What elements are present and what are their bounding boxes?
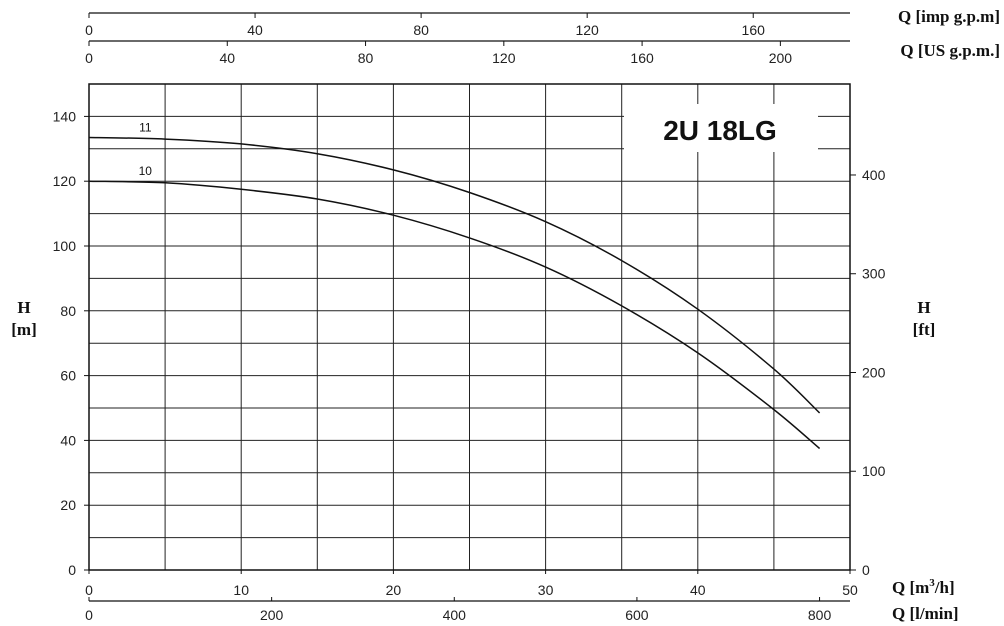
y-tick-label: 60 [60, 368, 76, 384]
chart-title-group: 2U 18LG [624, 104, 818, 152]
title-box [624, 104, 818, 152]
chart-title: 2U 18LG [663, 115, 777, 146]
y-tick-label: 100 [53, 238, 77, 254]
us-gpm-tick-label: 200 [769, 50, 793, 66]
y-tick-label: 40 [60, 432, 76, 448]
y-tick-label: 120 [53, 173, 77, 189]
us-gpm-tick-label: 160 [630, 50, 654, 66]
ft-tick-label: 200 [862, 364, 886, 380]
curves: 11 10 [88, 120, 821, 450]
ft-tick-label: 100 [862, 463, 886, 479]
ft-axis-label-units: [ft] [913, 320, 936, 339]
y-tick-label: 20 [60, 497, 76, 513]
imp-gpm-tick-label: 80 [413, 22, 429, 38]
x-axis-ticks: 0 10 20 30 40 50 0 200 400 600 800 [85, 570, 858, 623]
y-axis-label-units: [m] [11, 320, 36, 339]
us-gpm-tick-label: 120 [492, 50, 516, 66]
y-tick-label: 0 [68, 562, 76, 578]
x-axis-label-sup: 3 [929, 577, 935, 589]
x-tick-label: 10 [233, 582, 249, 598]
curve-10 [88, 180, 821, 450]
l-min-tick-label: 0 [85, 607, 93, 623]
l-min-tick-label: 200 [260, 607, 284, 623]
us-gpm-tick-label: 0 [85, 50, 93, 66]
ft-axis-ticks: 0 100 200 300 400 [850, 167, 886, 578]
imp-gpm-tick-label: 40 [247, 22, 263, 38]
us-gpm-tick-label: 80 [358, 50, 374, 66]
x-tick-label: 0 [85, 582, 93, 598]
axis-unit-labels: H [m] H [ft] Q [imp g.p.m] Q [US g.p.m.]… [11, 7, 1000, 623]
imp-gpm-tick-label: 160 [742, 22, 766, 38]
plot-frame [88, 83, 851, 571]
x-axis-label: Q [m3/h] [892, 577, 955, 597]
curve-11 [88, 136, 821, 414]
ft-tick-label: 0 [862, 562, 870, 578]
y-axis-ticks: 0 20 40 60 80 100 120 140 [53, 108, 89, 578]
x-tick-label: 50 [842, 582, 858, 598]
curve-label-11: 11 [139, 120, 152, 134]
x-axis-label-tail: /h] [934, 578, 955, 597]
l-min-axis-label: Q [l/min] [892, 604, 959, 623]
imp-gpm-tick-label: 0 [85, 22, 93, 38]
l-min-tick-label: 800 [808, 607, 832, 623]
curve-label-10: 10 [139, 164, 153, 178]
imp-gpm-tick-label: 120 [575, 22, 599, 38]
ft-tick-label: 300 [862, 266, 886, 282]
us-gpm-tick-label: 40 [219, 50, 235, 66]
x-axis-label-main: Q [m [892, 578, 929, 597]
x-tick-label: 20 [386, 582, 402, 598]
chart-grid [88, 83, 851, 571]
imp-gpm-axis-label: Q [imp g.p.m] [898, 7, 1000, 26]
x-tick-label: 30 [538, 582, 554, 598]
ft-tick-label: 400 [862, 167, 886, 183]
ft-axis-label-name: H [917, 298, 930, 317]
l-min-tick-label: 400 [443, 607, 467, 623]
plot-border [88, 83, 851, 571]
x-tick-label: 40 [690, 582, 706, 598]
l-min-tick-label: 600 [625, 607, 649, 623]
y-tick-label: 140 [53, 108, 77, 124]
y-axis-label-name: H [17, 298, 30, 317]
us-gpm-axis-label: Q [US g.p.m.] [900, 41, 1000, 60]
y-tick-label: 80 [60, 303, 76, 319]
